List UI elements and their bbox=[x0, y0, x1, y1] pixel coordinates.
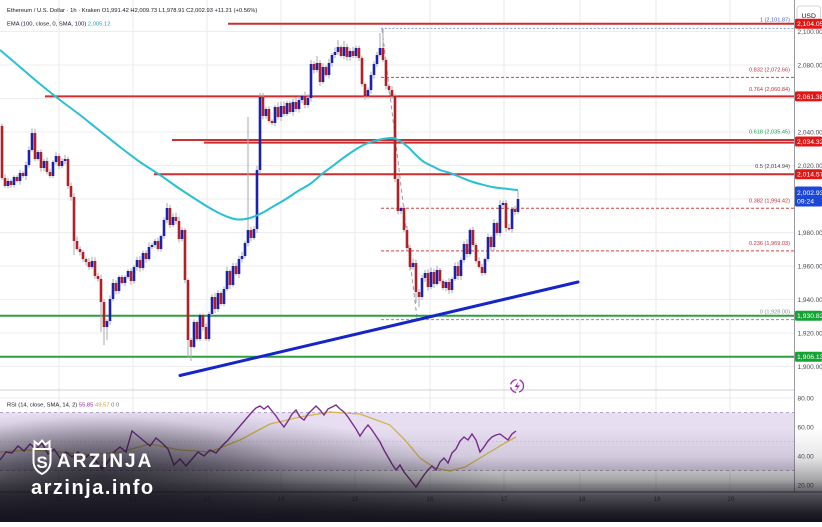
svg-text:1,960.00: 1,960.00 bbox=[798, 263, 822, 270]
svg-text:0.5 (2,014.94): 0.5 (2,014.94) bbox=[755, 164, 790, 170]
svg-text:EMA (100, close, 0, SMA, 100): EMA (100, close, 0, SMA, 100) 2,005.12 bbox=[7, 22, 110, 28]
svg-text:0.764 (2,060.84): 0.764 (2,060.84) bbox=[749, 87, 790, 93]
svg-text:1,930.82: 1,930.82 bbox=[797, 313, 822, 320]
svg-text:1,906.13: 1,906.13 bbox=[797, 354, 822, 361]
svg-text:1,920.00: 1,920.00 bbox=[798, 330, 822, 337]
svg-text:RSI (14, close, SMA, 14, 2) 55: RSI (14, close, SMA, 14, 2) 55.85 49.57 … bbox=[7, 403, 119, 409]
svg-text:0.832 (2,072.66): 0.832 (2,072.66) bbox=[749, 68, 790, 74]
svg-text:2,061.38: 2,061.38 bbox=[797, 94, 822, 101]
svg-text:2,020.00: 2,020.00 bbox=[798, 163, 822, 170]
svg-text:2,034.32: 2,034.32 bbox=[797, 139, 822, 146]
svg-text:arzinja.info: arzinja.info bbox=[31, 477, 155, 499]
svg-text:0.236 (1,969.03): 0.236 (1,969.03) bbox=[749, 241, 790, 247]
svg-text:1 (2,101.87): 1 (2,101.87) bbox=[760, 18, 790, 24]
svg-text:0.618 (2,035.45): 0.618 (2,035.45) bbox=[749, 130, 790, 136]
svg-text:2,040.00: 2,040.00 bbox=[798, 129, 822, 136]
svg-text:0 (1,928.00): 0 (1,928.00) bbox=[760, 310, 790, 316]
svg-text:2,100.00: 2,100.00 bbox=[798, 29, 822, 36]
svg-text:S: S bbox=[36, 453, 47, 472]
svg-text:2,104.05: 2,104.05 bbox=[797, 21, 822, 28]
svg-text:1,940.00: 1,940.00 bbox=[798, 297, 822, 304]
svg-text:ARZINJA: ARZINJA bbox=[57, 451, 153, 472]
svg-text:80.00: 80.00 bbox=[798, 395, 815, 402]
svg-text:Ethereum / U.S. Dollar · 1h ·: Ethereum / U.S. Dollar · 1h · Kraken O1,… bbox=[7, 8, 257, 14]
svg-text:2,002.93: 2,002.93 bbox=[797, 190, 822, 197]
svg-text:1,980.00: 1,980.00 bbox=[798, 230, 822, 237]
svg-text:1,900.00: 1,900.00 bbox=[798, 364, 822, 371]
svg-text:0.382 (1,994.42): 0.382 (1,994.42) bbox=[749, 199, 790, 205]
svg-text:2,014.57: 2,014.57 bbox=[797, 172, 822, 179]
svg-text:2,080.00: 2,080.00 bbox=[798, 62, 822, 69]
svg-text:09:24: 09:24 bbox=[797, 199, 814, 206]
